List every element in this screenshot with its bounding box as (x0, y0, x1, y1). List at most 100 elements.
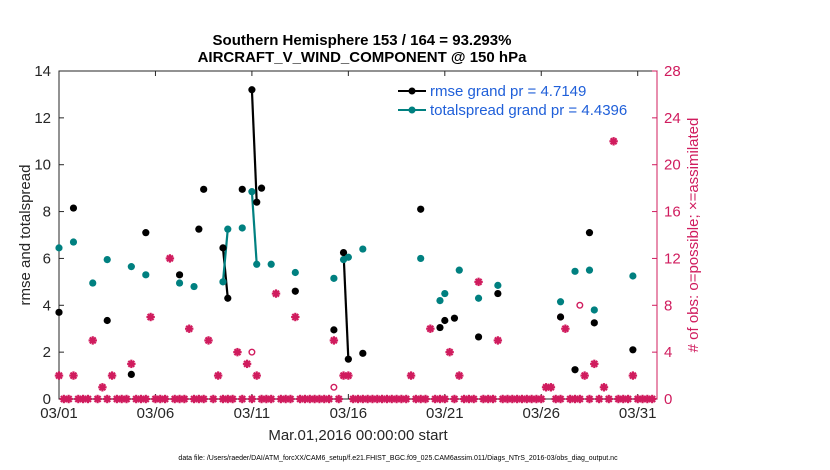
spread-point (69, 238, 78, 246)
spread-point (417, 254, 425, 263)
rmse-point (224, 294, 232, 302)
y-tick-label: 2 (43, 344, 51, 361)
y2-tick-label: 20 (664, 157, 681, 174)
obs-assimilated-marker (88, 336, 97, 345)
rmse-point (291, 287, 299, 295)
y2-tick-label: 12 (664, 250, 681, 267)
obs-assimilated-marker (455, 371, 464, 380)
spread-point (238, 224, 246, 232)
rmse-point (330, 326, 338, 334)
y-tick-label: 6 (43, 250, 51, 267)
rmse-point (629, 346, 637, 354)
spread-line-segment (221, 229, 229, 282)
rmse-line-segment (342, 252, 350, 360)
obs-assimilated-marker (609, 137, 618, 146)
spread-point (629, 272, 637, 280)
spread-point (219, 278, 227, 286)
rmse-point (450, 314, 459, 322)
rmse-point (257, 184, 266, 192)
y2-axis-label: # of obs: o=possible; ×=assimilated (685, 118, 702, 353)
spread-point (127, 263, 135, 271)
obs-assimilated-marker (209, 394, 218, 404)
obs-assimilated-marker (575, 394, 585, 404)
obs-assimilated-marker (426, 324, 435, 333)
spread-point (175, 279, 184, 287)
rmse-point (200, 185, 208, 193)
spread-point (441, 289, 449, 298)
rmse-point (590, 319, 598, 327)
obs-assimilated-marker (623, 394, 633, 404)
obs-possible-marker (330, 383, 338, 391)
rmse-point (248, 86, 256, 94)
rmse-point (195, 225, 203, 233)
obs-assimilated-marker (141, 394, 151, 404)
obs-assimilated-marker (546, 383, 556, 392)
obs-assimilated-marker (488, 394, 498, 404)
obs-assimilated-marker (561, 324, 570, 333)
obs-assimilated-marker (122, 394, 131, 404)
y-tick-label: 14 (34, 63, 51, 80)
y2-tick-label: 0 (664, 391, 672, 408)
obs-possible-marker (576, 301, 584, 309)
spread-point (436, 297, 444, 305)
plot-frame (58, 70, 658, 400)
rmse-point (417, 205, 425, 213)
data-file-footnote: data file: /Users/raeder/DAI/ATM_forcXX/… (178, 455, 618, 462)
obs-assimilated-marker (228, 394, 237, 404)
obs-assimilated-marker (556, 394, 565, 404)
obs-assimilated-marker (199, 394, 208, 404)
obs-assimilated-marker (537, 394, 546, 404)
obs-assimilated-marker (247, 394, 257, 404)
spread-point (474, 294, 483, 302)
y2-tick-label: 24 (664, 110, 681, 127)
chart-subtitle: AIRCRAFT_V_WIND_COMPONENT @ 150 hPa (198, 49, 528, 66)
spread-point (103, 256, 111, 264)
rmse-point (142, 229, 150, 237)
y2-tick-label: 8 (664, 297, 672, 314)
x-tick-label: 03/06 (137, 405, 175, 422)
y-tick-label: 8 (43, 204, 51, 221)
spread-point (224, 225, 232, 233)
obs-assimilated-marker (599, 383, 609, 392)
y-tick-label: 12 (34, 110, 51, 127)
rmse-point (556, 313, 565, 321)
obs-assimilated-marker (252, 371, 261, 380)
rmse-point (359, 349, 367, 357)
rmse-point (103, 316, 111, 325)
x-tick-labels: 03/01 03/06 03/11 03/16 03/21 03/26 03/31 (40, 405, 656, 422)
spread-point (590, 306, 598, 314)
obs-assimilated-marker (204, 336, 213, 345)
x-tick-label: 03/01 (40, 405, 78, 422)
x-axis-label: Mar.01,2016 00:00:00 start (268, 427, 448, 444)
rmse-point (344, 355, 352, 363)
spread-line-segment (250, 191, 258, 265)
rmse-point (441, 316, 449, 325)
y-tick-label: 10 (34, 157, 51, 174)
obs-assimilated-marker (324, 394, 334, 404)
spread-point (494, 281, 502, 289)
obs-assimilated-marker (107, 371, 117, 380)
rmse-point (585, 229, 594, 237)
obs-assimilated-marker (238, 394, 247, 404)
x-tick-label: 03/21 (426, 405, 464, 422)
obs-assimilated-marker (127, 359, 136, 369)
y-axis-label: rmse and totalspread (17, 165, 34, 306)
obs-assimilated-marker (406, 371, 416, 380)
spread-point (89, 279, 97, 287)
obs-assimilated-marker (103, 394, 112, 404)
obs-assimilated-marker (286, 394, 295, 404)
obs-assimilated-marker (585, 394, 594, 404)
obs-assimilated-marker (271, 289, 281, 298)
obs-assimilated-marker (628, 371, 638, 380)
obs-assimilated-marker (98, 383, 107, 392)
obs-assimilated-marker (93, 394, 102, 404)
y2-tick-label: 16 (664, 204, 681, 221)
legend-marker-spread (408, 106, 416, 114)
obs-assimilated-marker (180, 394, 189, 404)
plot-area (58, 70, 658, 400)
obs-assimilated-marker (69, 371, 78, 380)
rmse-point (69, 204, 78, 212)
spread-point (248, 188, 256, 196)
y-tick-label: 4 (43, 297, 51, 314)
